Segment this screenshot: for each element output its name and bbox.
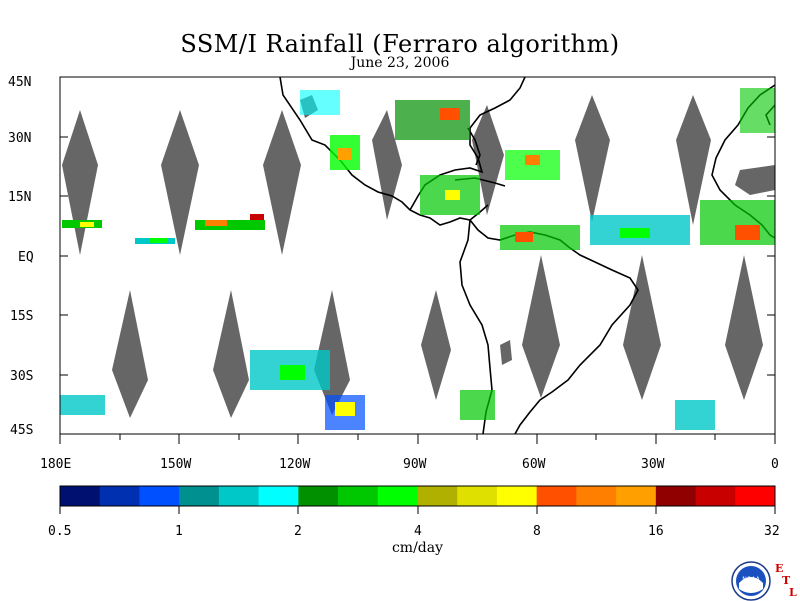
- lon-label-120w: 120W: [279, 457, 310, 472]
- colorbar-tick-1: 1: [175, 524, 183, 539]
- rain-patches: [60, 88, 775, 430]
- lat-label-30s: 30S: [10, 369, 33, 384]
- chart-title: SSM/I Rainfall (Ferraro algorithm): [180, 30, 620, 58]
- colorbar-tick-3: 4: [414, 524, 422, 539]
- colorbar: [60, 486, 776, 506]
- chart-date: June 23, 2006: [350, 55, 450, 71]
- colorbar-tick-6: 32: [764, 524, 780, 539]
- swath-gap: [575, 95, 610, 222]
- noaa-logo: NOAA: [731, 561, 771, 601]
- swath-gap: [213, 290, 249, 418]
- colorbar-swatch: [576, 486, 617, 506]
- florida: [467, 127, 481, 166]
- lat-axis: [60, 76, 775, 435]
- swath-gap: [112, 290, 148, 418]
- lon-label-60w: 60W: [522, 457, 546, 472]
- colorbar-swatch: [298, 486, 339, 506]
- logo-text: NOAA: [742, 576, 760, 583]
- swath-gap: [421, 290, 451, 400]
- lon-axis: [59, 434, 776, 444]
- swath-gap: [62, 110, 98, 255]
- colorbar-tick-2: 2: [294, 524, 302, 539]
- colorbar-swatch: [338, 486, 379, 506]
- colorbar-tick-0: 0.5: [48, 524, 71, 539]
- swath-gap: [522, 255, 560, 398]
- colorbar-swatch: [735, 486, 776, 506]
- swath-gap: [263, 110, 301, 255]
- lat-label-15n: 15N: [8, 190, 31, 205]
- lat-label-45n: 45N: [8, 75, 31, 90]
- etl-letter-t: T: [782, 574, 791, 587]
- lon-label-90w: 90W: [403, 457, 427, 472]
- colorbar-tick-4: 8: [533, 524, 541, 539]
- swath-gap: [725, 255, 763, 400]
- colorbar-swatch: [616, 486, 657, 506]
- lon-label-30w: 30W: [641, 457, 665, 472]
- lat-label-eq: EQ: [18, 250, 34, 265]
- swath-gap: [676, 95, 711, 225]
- lat-label-15s: 15S: [10, 309, 33, 324]
- colorbar-swatch: [655, 486, 697, 506]
- colorbar-swatch: [417, 486, 458, 506]
- etl-letter-l: L: [789, 586, 797, 599]
- lon-label-180e: 180E: [40, 457, 71, 472]
- swath-gap: [161, 110, 199, 255]
- colorbar-swatch: [496, 486, 538, 506]
- etl-letter-e: E: [775, 562, 784, 575]
- colorbar-swatch: [139, 486, 180, 506]
- lon-label-150w: 150W: [160, 457, 191, 472]
- colorbar-swatch: [60, 486, 101, 506]
- lon-label-0: 0: [771, 457, 779, 472]
- colorbar-swatch: [179, 486, 220, 506]
- north-america-coast: [279, 77, 489, 226]
- colorbar-ticks: [59, 506, 776, 514]
- map-content: [60, 77, 775, 434]
- colorbar-swatch: [457, 486, 498, 506]
- swath-gap: [472, 105, 504, 215]
- colorbar-swatch: [377, 486, 418, 506]
- colorbar-tick-5: 16: [648, 524, 664, 539]
- colorbar-swatch: [218, 486, 260, 506]
- swath-gaps: [62, 95, 763, 418]
- colorbar-swatch: [536, 486, 577, 506]
- colorbar-swatch: [99, 486, 140, 506]
- swath-gap: [623, 255, 661, 400]
- lat-label-30n: 30N: [8, 131, 31, 146]
- swath-gap: [372, 110, 402, 220]
- colorbar-units: cm/day: [391, 540, 444, 556]
- lat-label-45s: 45S: [10, 423, 33, 438]
- colorbar-swatch: [695, 486, 736, 506]
- colorbar-swatch: [258, 486, 299, 506]
